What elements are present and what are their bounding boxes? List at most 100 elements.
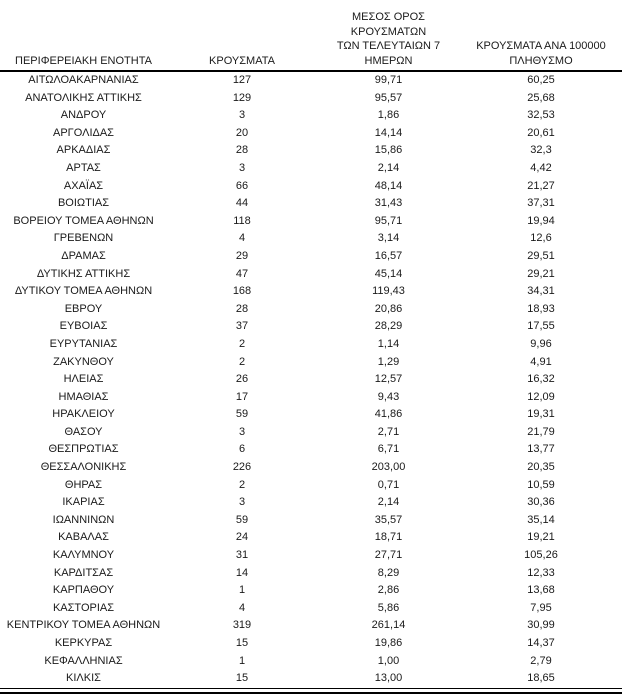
cell-cases: 226: [232, 461, 252, 474]
cell-per100k: 18,93: [527, 302, 555, 315]
cell-cases: 28: [235, 144, 249, 157]
cell-region: ΙΚΑΡΙΑΣ: [62, 496, 105, 509]
regional-cases-table: ΠΕΡΙΦΕΡΕΙΑΚΗ ΕΝΟΤΗΤΑ ΚΡΟΥΣΜΑΤΑ ΜΕΣΟΣ ΟΡΟ…: [0, 10, 622, 689]
cell-per100k: 10,59: [527, 478, 555, 491]
cell-per100k: 4,91: [530, 355, 552, 368]
cell-avg7: 1,14: [377, 337, 400, 350]
cell-per100k: 7,95: [530, 601, 552, 614]
cell-per100k: 20,35: [527, 461, 555, 474]
cell-region: ΘΕΣΠΡΩΤΙΑΣ: [48, 443, 119, 456]
table-row: ΚΑΣΤΟΡΙΑΣ 4 5,86 7,95: [0, 600, 622, 618]
cell-region: ΚΕΦΑΛΛΗΝΙΑΣ: [44, 654, 123, 667]
table-row: ΗΜΑΘΙΑΣ 17 9,43 12,09: [0, 389, 622, 407]
cell-avg7: 5,86: [377, 601, 400, 614]
cell-region: ΔΡΑΜΑΣ: [61, 249, 106, 262]
cell-cases: 3: [238, 496, 246, 509]
cell-avg7: 12,57: [374, 373, 403, 386]
cell-per100k: 19,21: [527, 531, 555, 544]
cell-avg7: 3,14: [377, 232, 400, 245]
cell-avg7: 20,86: [374, 302, 403, 315]
table-header: ΠΕΡΙΦΕΡΕΙΑΚΗ ΕΝΟΤΗΤΑ ΚΡΟΥΣΜΑΤΑ ΜΕΣΟΣ ΟΡΟ…: [0, 10, 622, 72]
cell-cases: 3: [238, 425, 246, 438]
table-row: ΚΑΒΑΛΑΣ 24 18,71 19,21: [0, 529, 622, 547]
cell-region: ΑΙΤΩΛΟΑΚΑΡΝΑΝΙΑΣ: [28, 74, 139, 86]
cell-avg7: 8,29: [377, 566, 400, 579]
table-row: ΓΡΕΒΕΝΩΝ 4 3,14 12,6: [0, 230, 622, 248]
cell-region: ΚΑΒΑΛΑΣ: [58, 531, 109, 544]
table-row: ΑΡΚΑΔΙΑΣ 28 15,86 32,3: [0, 142, 622, 160]
cell-avg7: 27,71: [374, 549, 403, 562]
cell-region: ΓΡΕΒΕΝΩΝ: [53, 232, 114, 245]
cell-per100k: 13,68: [527, 584, 555, 597]
cell-per100k: 12,33: [527, 566, 555, 579]
cell-avg7: 16,57: [374, 249, 403, 262]
cell-region: ΚΕΡΚΥΡΑΣ: [54, 637, 113, 649]
cell-cases: 127: [232, 74, 252, 86]
cell-region: ΘΑΣΟΥ: [64, 425, 103, 438]
cell-avg7: 119,43: [372, 285, 405, 298]
cell-avg7: 13,00: [317, 670, 460, 689]
cell-per100k: 30,36: [527, 496, 555, 509]
cell-cases: 66: [235, 179, 249, 192]
cell-per100k: 21,27: [527, 179, 555, 192]
cell-cases: 2: [238, 355, 246, 368]
cell-cases: 17: [235, 390, 249, 403]
cell-region: ΗΡΑΚΛΕΙΟΥ: [52, 408, 115, 421]
cell-avg7: 35,57: [374, 513, 403, 526]
cell-avg7: 15,86: [374, 144, 403, 157]
table-row: ΘΕΣΠΡΩΤΙΑΣ 6 6,71 13,77: [0, 441, 622, 459]
cell-region: ΑΧΑΪΑΣ: [63, 179, 104, 192]
cell-region: ΕΒΡΟΥ: [64, 302, 103, 315]
cell-avg7: 6,71: [377, 443, 400, 456]
column-header-region-label: ΠΕΡΙΦΕΡΕΙΑΚΗ ΕΝΟΤΗΤΑ: [15, 54, 152, 67]
cell-cases: 24: [235, 531, 249, 544]
table-row: ΚΙΛΚΙΣ 15 13,00 18,65: [0, 670, 622, 689]
cell-region: ΖΑΚΥΝΘΟΥ: [53, 355, 114, 368]
cell-region: ΑΝΔΡΟΥ: [60, 109, 107, 122]
cell-cases: 2: [238, 478, 246, 491]
cell-per100k: 32,53: [527, 109, 555, 122]
cell-cases: 3: [238, 109, 246, 122]
cell-per100k: 29,51: [527, 249, 555, 262]
header-row: ΠΕΡΙΦΕΡΕΙΑΚΗ ΕΝΟΤΗΤΑ ΚΡΟΥΣΜΑΤΑ ΜΕΣΟΣ ΟΡΟ…: [0, 10, 622, 72]
cell-avg7: 18,71: [374, 531, 403, 544]
cell-avg7: 2,71: [377, 425, 400, 438]
column-header-per100k-line1: ΚΡΟΥΣΜΑΤΑ ΑΝΑ 100000: [476, 40, 606, 52]
cell-avg7: 2,14: [377, 496, 400, 509]
cell-region: ΒΟΡΕΙΟΥ ΤΟΜΕΑ ΑΘΗΝΩΝ: [13, 214, 154, 227]
bottom-thick-rule: [0, 691, 622, 694]
cell-region: ΚΑΣΤΟΡΙΑΣ: [52, 601, 115, 614]
table-row: ΚΑΛΥΜΝΟΥ 31 27,71 105,26: [0, 547, 622, 565]
cell-region: ΘΗΡΑΣ: [64, 478, 103, 491]
table-body: ΑΙΤΩΛΟΑΚΑΡΝΑΝΙΑΣ 127 99,71 60,25 ΑΝΑΤΟΛΙΚΗΣ …: [0, 71, 622, 689]
table-row: ΗΡΑΚΛΕΙΟΥ 59 41,86 19,31: [0, 406, 622, 424]
table-row: ΚΕΡΚΥΡΑΣ 15 19,86 14,37: [0, 635, 622, 653]
cell-region: ΑΝΑΤΟΛΙΚΗΣ ΑΤΤΙΚΗΣ: [25, 91, 142, 104]
cell-cases: 59: [235, 408, 249, 421]
table-row: ΚΕΝΤΡΙΚΟΥ ΤΟΜΕΑ ΑΘΗΝΩΝ 319 261,14 30,99: [0, 617, 622, 635]
cell-per100k: 29,21: [527, 267, 555, 280]
cell-cases: 6: [238, 443, 246, 456]
table-row: ΔΡΑΜΑΣ 29 16,57 29,51: [0, 248, 622, 266]
cell-avg7: 1,00: [377, 654, 400, 667]
cell-cases: 26: [235, 373, 249, 386]
cell-per100k: 2,79: [530, 654, 552, 667]
table-row: ΗΛΕΙΑΣ 26 12,57 16,32: [0, 371, 622, 389]
cell-per100k: 21,79: [527, 425, 555, 438]
table-row: ΑΡΤΑΣ 3 2,14 4,42: [0, 160, 622, 178]
cell-region: ΕΥΒΟΙΑΣ: [59, 320, 108, 333]
cell-region: ΑΡΓΟΛΙΔΑΣ: [53, 126, 114, 139]
table-row: ΖΑΚΥΝΘΟΥ 2 1,29 4,91: [0, 354, 622, 372]
cell-cases: 44: [235, 197, 249, 210]
cell-per100k: 12,09: [527, 390, 555, 403]
table-row: ΑΡΓΟΛΙΔΑΣ 20 14,14 20,61: [0, 125, 622, 143]
column-header-per100k-line2: ΠΛΗΘΥΣΜΟ: [509, 54, 573, 67]
cell-per100k: 12,6: [530, 232, 552, 245]
column-header-region: ΠΕΡΙΦΕΡΕΙΑΚΗ ΕΝΟΤΗΤΑ: [0, 10, 167, 72]
cell-avg7: 45,14: [374, 267, 403, 280]
cell-per100k: 19,94: [527, 214, 555, 227]
cell-region: ΑΡΚΑΔΙΑΣ: [56, 144, 111, 157]
column-header-cases-label: ΚΡΟΥΣΜΑΤΑ: [209, 54, 275, 67]
column-header-avg7-line2: ΤΩΝ ΤΕΛΕΥΤΑΙΩΝ 7: [336, 40, 441, 52]
cell-region: ΑΡΤΑΣ: [66, 161, 101, 174]
